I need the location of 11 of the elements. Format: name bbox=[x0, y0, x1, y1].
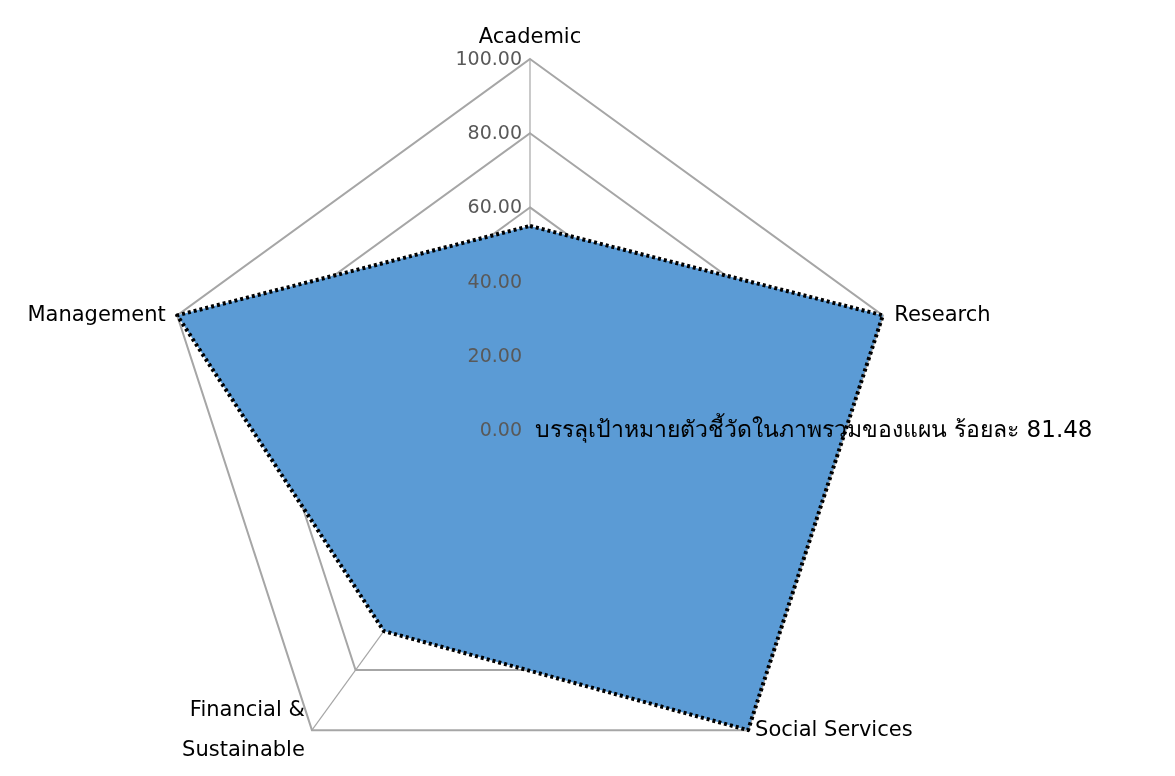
y-tick-label: 60.00 bbox=[467, 195, 522, 218]
y-tick-label: 40.00 bbox=[467, 269, 522, 292]
spoke-label: Management bbox=[27, 302, 166, 327]
y-tick-label: 80.00 bbox=[467, 121, 522, 144]
y-tick-label: 20.00 bbox=[467, 343, 522, 366]
spoke-label: Academic bbox=[478, 24, 582, 48]
y-tick-label: 100.00 bbox=[455, 47, 522, 69]
spoke-label: Social Services bbox=[755, 717, 913, 742]
spoke-label: Financial & Sustainable bbox=[182, 697, 305, 762]
spoke-label: Research bbox=[894, 302, 991, 327]
y-tick-label: 0.00 bbox=[479, 418, 522, 440]
